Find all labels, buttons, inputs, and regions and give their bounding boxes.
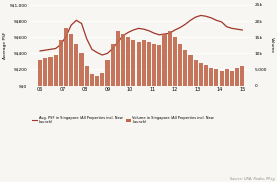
Bar (235, 68, 239, 86)
Bar (162, 34, 166, 86)
Bar (74, 44, 78, 86)
Bar (90, 74, 94, 86)
Legend: Avg. PSF in Singapore (All Properties incl. New
Launch), Volume in Singapore (Al: Avg. PSF in Singapore (All Properties in… (31, 114, 216, 126)
Bar (214, 70, 219, 86)
Bar (100, 73, 104, 86)
Bar (137, 42, 141, 86)
Bar (79, 53, 84, 86)
Bar (126, 37, 130, 86)
Bar (240, 66, 244, 86)
Bar (85, 66, 89, 86)
Bar (183, 50, 187, 86)
Bar (53, 55, 58, 86)
Bar (178, 44, 182, 86)
Bar (152, 44, 156, 86)
Bar (131, 40, 135, 86)
Bar (48, 57, 53, 86)
Bar (219, 71, 224, 86)
Bar (95, 76, 99, 86)
Bar (173, 37, 177, 86)
Y-axis label: Average PSF: Average PSF (4, 32, 7, 59)
Bar (116, 31, 120, 86)
Bar (209, 68, 213, 86)
Bar (194, 60, 198, 86)
Bar (230, 71, 234, 86)
Bar (147, 42, 151, 86)
Bar (188, 55, 193, 86)
Bar (111, 44, 115, 86)
Bar (225, 70, 229, 86)
Bar (121, 34, 125, 86)
Bar (204, 65, 208, 86)
Y-axis label: Volume: Volume (270, 37, 273, 53)
Bar (43, 58, 47, 86)
Bar (106, 60, 109, 86)
Bar (59, 40, 63, 86)
Bar (157, 45, 161, 86)
Bar (64, 27, 68, 86)
Bar (168, 31, 172, 86)
Bar (142, 40, 146, 86)
Bar (69, 34, 73, 86)
Text: Source: URA, Realis, PP.sg: Source: URA, Realis, PP.sg (230, 177, 274, 181)
Bar (38, 60, 42, 86)
Bar (199, 63, 203, 86)
